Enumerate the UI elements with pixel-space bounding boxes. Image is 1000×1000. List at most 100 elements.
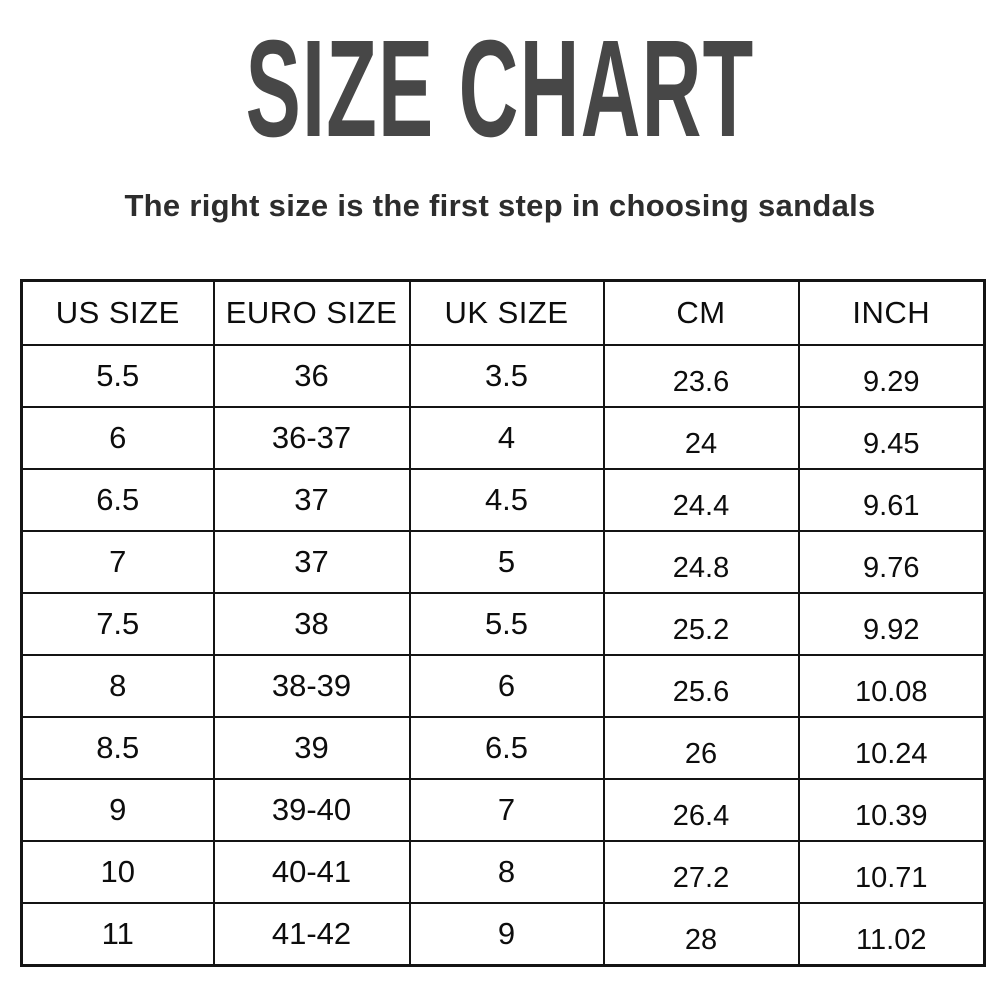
cell-uk-size: 4.5 xyxy=(408,468,605,532)
cell-value: 39-40 xyxy=(271,792,352,827)
page-subtitle: The right size is the first step in choo… xyxy=(124,188,876,223)
cell-value: 6 xyxy=(497,668,516,703)
cell-euro-size: 39 xyxy=(212,716,411,780)
cell-cm: 24 xyxy=(602,406,800,470)
cell-inch: 10.24 xyxy=(797,716,986,780)
cell-euro-size: 36-37 xyxy=(212,406,411,470)
table-row: 7.5 38 5.5 25.2 9.92 xyxy=(20,592,986,656)
cell-value: 7 xyxy=(497,792,516,827)
cell-value: 26.4 xyxy=(672,800,730,832)
column-header-euro-size: EURO SIZE xyxy=(212,279,411,346)
cell-cm: 24.4 xyxy=(602,468,800,532)
cell-value: 3.5 xyxy=(484,358,529,393)
column-header-cm: CM xyxy=(602,279,800,346)
cell-uk-size: 5.5 xyxy=(408,592,605,656)
cell-value: 8.5 xyxy=(96,730,140,765)
cell-euro-size: 38 xyxy=(212,592,411,656)
cell-value: 5.5 xyxy=(484,606,529,641)
cell-us-size: 10 xyxy=(20,840,215,904)
cell-value: 39 xyxy=(294,730,329,765)
cell-uk-size: 7 xyxy=(408,778,605,842)
table-row: 6 36-37 4 24 9.45 xyxy=(20,406,986,470)
cell-value: 36 xyxy=(294,358,329,393)
table-row: 5.5 36 3.5 23.6 9.29 xyxy=(20,344,986,408)
cell-value: 6.5 xyxy=(96,482,140,517)
cell-value: 25.2 xyxy=(672,614,730,646)
cell-uk-size: 6 xyxy=(408,654,605,718)
cell-inch: 10.08 xyxy=(797,654,986,718)
cell-value: 9.61 xyxy=(863,490,920,522)
cell-uk-size: 5 xyxy=(408,530,605,594)
cell-us-size: 11 xyxy=(20,902,215,967)
cell-uk-size: 4 xyxy=(408,406,605,470)
cell-value: 7 xyxy=(109,544,127,579)
cell-value: 9 xyxy=(497,916,516,951)
size-table-header: US SIZE EURO SIZE UK SIZE CM INCH xyxy=(20,279,986,346)
cell-cm: 25.6 xyxy=(602,654,800,718)
table-row: 7 37 5 24.8 9.76 xyxy=(20,530,986,594)
table-row: 8 38-39 6 25.6 10.08 xyxy=(20,654,986,718)
cell-value: 28 xyxy=(684,924,718,956)
cell-value: 10.39 xyxy=(854,800,928,832)
cell-euro-size: 39-40 xyxy=(212,778,411,842)
cell-value: 38-39 xyxy=(271,668,352,703)
cell-value: 37 xyxy=(294,544,329,579)
cell-inch: 9.29 xyxy=(797,344,986,408)
cell-us-size: 9 xyxy=(20,778,215,842)
cell-cm: 28 xyxy=(602,902,800,967)
cell-value: 11.02 xyxy=(856,924,927,956)
cell-us-size: 7 xyxy=(20,530,215,594)
cell-value: 9.76 xyxy=(863,552,920,584)
cell-inch: 10.39 xyxy=(797,778,986,842)
cell-cm: 24.8 xyxy=(602,530,800,594)
cell-value: 36-37 xyxy=(271,420,352,455)
cell-value: 7.5 xyxy=(96,606,140,641)
cell-cm: 26 xyxy=(602,716,800,780)
header: SIZE CHART xyxy=(0,12,1000,166)
cell-euro-size: 40-41 xyxy=(212,840,411,904)
table-row: 8.5 39 6.5 26 10.24 xyxy=(20,716,986,780)
cell-cm: 26.4 xyxy=(602,778,800,842)
cell-value: 6 xyxy=(109,420,127,455)
cell-us-size: 6 xyxy=(20,406,215,470)
cell-us-size: 8.5 xyxy=(20,716,215,780)
size-chart-table: US SIZE EURO SIZE UK SIZE CM INCH 5.5 36 3.5 23… xyxy=(20,279,986,967)
cell-value: 10.08 xyxy=(854,676,928,708)
cell-cm: 27.2 xyxy=(602,840,800,904)
cell-value: 6.5 xyxy=(484,730,529,765)
cell-us-size: 5.5 xyxy=(20,344,215,408)
cell-value: 9.29 xyxy=(863,366,920,398)
cell-value: 4.5 xyxy=(484,482,529,517)
cell-value: 10.71 xyxy=(854,862,928,894)
cell-inch: 9.76 xyxy=(797,530,986,594)
cell-inch: 9.92 xyxy=(797,592,986,656)
cell-value: 40-41 xyxy=(271,854,352,889)
cell-uk-size: 8 xyxy=(408,840,605,904)
column-header-inch: INCH xyxy=(797,279,986,346)
cell-value: 5 xyxy=(497,544,516,579)
size-table-body: 5.5 36 3.5 23.6 9.29 6 36-37 4 24 9.45 6.5 37 4.5 24.… xyxy=(20,344,986,967)
table-row: 10 40-41 8 27.2 10.71 xyxy=(20,840,986,904)
cell-us-size: 7.5 xyxy=(20,592,215,656)
cell-value: 41-42 xyxy=(271,916,352,951)
cell-euro-size: 37 xyxy=(212,530,411,594)
cell-value: 9.92 xyxy=(863,614,920,646)
column-header-us-size: US SIZE xyxy=(20,279,215,346)
cell-euro-size: 36 xyxy=(212,344,411,408)
cell-euro-size: 37 xyxy=(212,468,411,532)
cell-value: 27.2 xyxy=(672,862,730,894)
cell-euro-size: 38-39 xyxy=(212,654,411,718)
cell-value: 26 xyxy=(684,738,718,770)
cell-value: 5.5 xyxy=(96,358,140,393)
cell-value: 8 xyxy=(497,854,516,889)
cell-inch: 10.71 xyxy=(797,840,986,904)
cell-value: 37 xyxy=(294,482,329,517)
cell-value: 38 xyxy=(294,606,329,641)
table-row: 11 41-42 9 28 11.02 xyxy=(20,902,986,967)
cell-us-size: 6.5 xyxy=(20,468,215,532)
cell-uk-size: 6.5 xyxy=(408,716,605,780)
page-title: SIZE CHART xyxy=(245,12,755,166)
cell-us-size: 8 xyxy=(20,654,215,718)
cell-value: 8 xyxy=(109,668,127,703)
cell-value: 25.6 xyxy=(672,676,730,708)
